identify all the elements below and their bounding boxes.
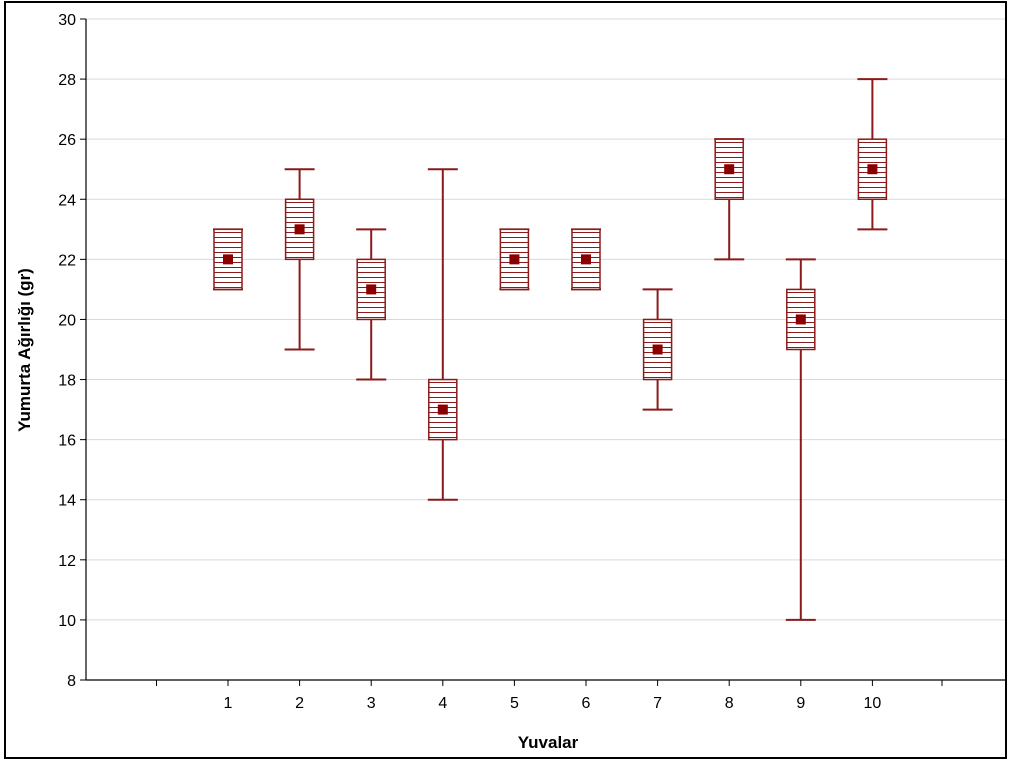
y-tick-label: 10	[58, 613, 76, 630]
y-tick-label: 28	[58, 72, 76, 89]
x-tick-label: 10	[864, 695, 882, 712]
median-marker	[652, 344, 663, 355]
median-marker	[724, 164, 735, 175]
median-marker	[294, 224, 305, 235]
x-tick-label: 1	[224, 695, 233, 712]
x-axis-title: Yuvalar	[518, 733, 579, 752]
y-axis-title: Yumurta Ağırlığı (gr)	[15, 268, 34, 432]
x-tick-label: 9	[796, 695, 805, 712]
x-tick-label: 3	[367, 695, 376, 712]
grid-lines	[86, 18, 1005, 621]
box-item	[714, 138, 745, 261]
median-marker	[581, 254, 591, 265]
y-tick-label: 16	[58, 433, 76, 450]
box-item	[642, 288, 673, 411]
box-rect	[213, 228, 243, 291]
x-tick-label: 7	[653, 695, 662, 712]
median-marker	[366, 284, 377, 295]
x-tick-label: 5	[510, 695, 519, 712]
x-tick-label: 2	[295, 695, 304, 712]
y-tick-label: 18	[58, 373, 76, 390]
y-tick-label: 14	[58, 493, 76, 510]
median-marker	[223, 254, 233, 265]
y-tick-label: 8	[67, 673, 76, 690]
median-marker	[437, 404, 448, 415]
x-tick-label: 8	[725, 695, 734, 712]
box-item	[857, 78, 888, 231]
median-marker	[867, 164, 878, 175]
box-item	[213, 228, 243, 291]
x-tick-label: 4	[438, 695, 447, 712]
y-tick-label: 22	[58, 252, 76, 269]
box-item	[571, 228, 601, 291]
median-marker	[509, 254, 520, 265]
y-tick-label: 30	[58, 12, 76, 29]
box-item	[427, 168, 458, 501]
box-item	[785, 258, 816, 621]
x-tick-label: 6	[582, 695, 591, 712]
box-item	[284, 168, 315, 351]
box-item	[499, 228, 530, 291]
y-tick-label: 24	[58, 192, 76, 209]
median-marker	[795, 314, 806, 325]
y-tick-label: 20	[58, 312, 76, 329]
boxes	[213, 78, 888, 621]
box-item	[356, 228, 387, 381]
y-tick-label: 12	[58, 553, 76, 570]
y-tick-label: 26	[58, 132, 76, 149]
